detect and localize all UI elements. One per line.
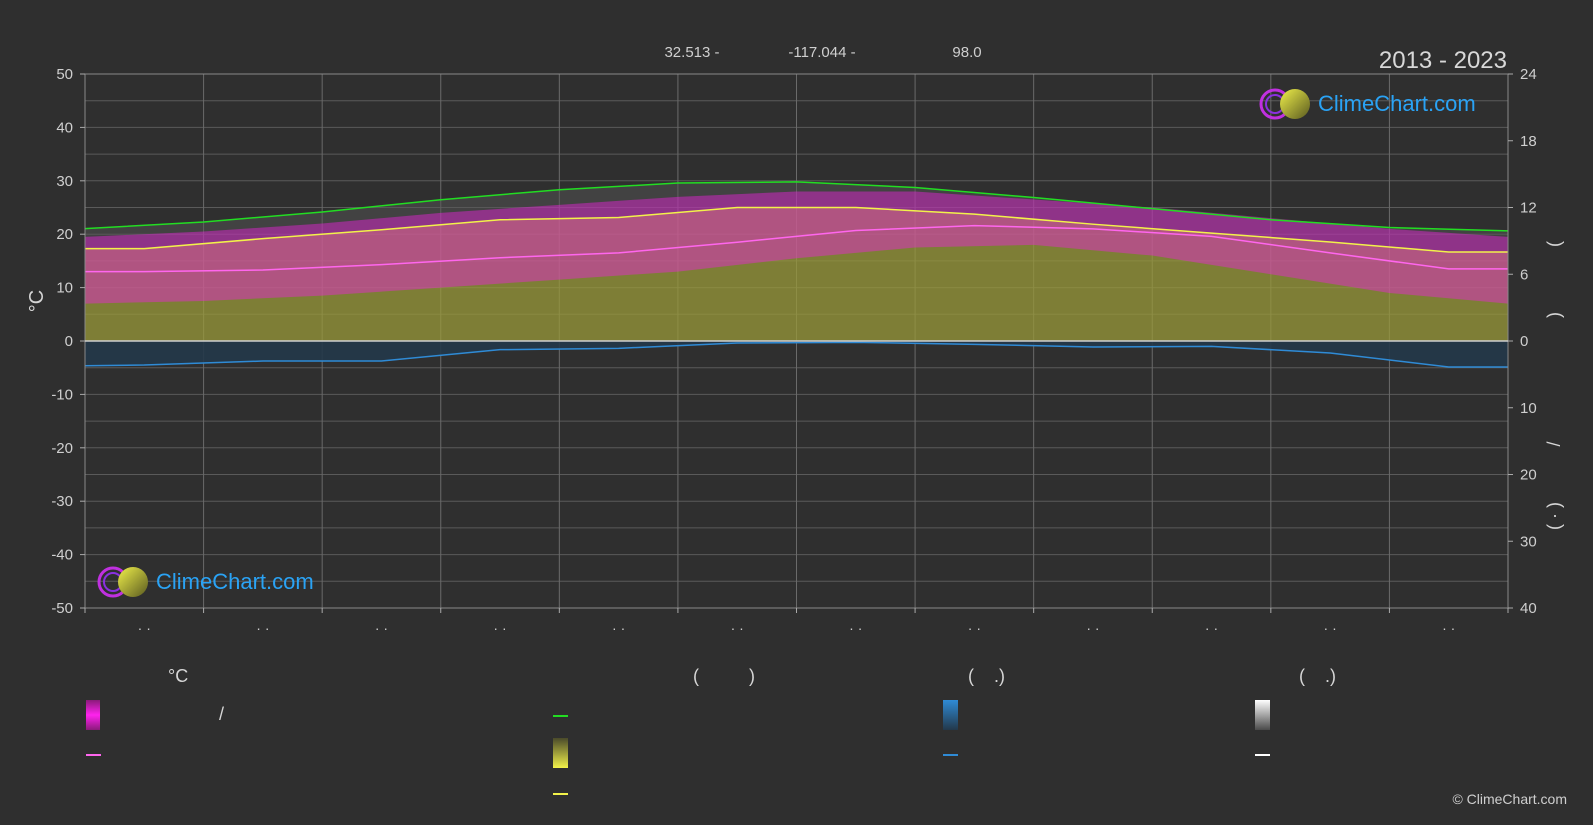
- y-tick-label-right-top: 12: [1520, 200, 1537, 217]
- sunshine-area: [85, 207, 1508, 341]
- x-tick-label: · ·: [256, 620, 269, 636]
- y-tick-label-right-bottom: 40: [1520, 600, 1537, 617]
- y-axis-label-right-bottom: /: [1544, 441, 1564, 446]
- legend-precip-line: [943, 754, 958, 756]
- x-tick-label: · ·: [1205, 620, 1218, 636]
- y-tick-label-right-bottom: 30: [1520, 533, 1537, 550]
- y-axis-label-right-top: ): [1544, 312, 1564, 318]
- legend-precip-head: ( .): [968, 666, 1005, 686]
- y-axis-label-right-bottom: ( · ): [1544, 502, 1564, 530]
- legend-daylight-head: ( ): [693, 666, 755, 686]
- logo-bottom: ClimeChart.com: [96, 565, 314, 599]
- y-tick-label-left: 0: [65, 333, 73, 350]
- y-tick-label-left: 20: [56, 226, 73, 243]
- x-tick-label: · ·: [1324, 620, 1337, 636]
- legend-sunshine-swatch: [553, 738, 568, 768]
- legend-snow-line: [1255, 754, 1270, 756]
- y-tick-label-left: 30: [56, 173, 73, 190]
- logo-top: ClimeChart.com: [1258, 87, 1476, 121]
- daylight-area: [85, 181, 1508, 252]
- y-tick-label-left: -20: [51, 440, 73, 457]
- legend-precip-swatch: [943, 700, 958, 730]
- precipitation-area: [85, 341, 1508, 368]
- series-line-sunshine: [85, 206, 1508, 253]
- legend-snow-head: ( .): [1299, 666, 1336, 686]
- y-axis-label-right-top: (: [1544, 241, 1564, 247]
- y-tick-label-right-top: 6: [1520, 266, 1528, 283]
- logo-text: ClimeChart.com: [156, 569, 314, 594]
- y-tick-label-left: -40: [51, 547, 73, 564]
- x-tick-label: · ·: [493, 620, 506, 636]
- elevation-label: 98.0: [952, 44, 981, 61]
- x-tick-label: · ·: [968, 620, 981, 636]
- legend-temp-sep: /: [219, 704, 225, 724]
- temperature-range-band: [85, 191, 1508, 304]
- series-lines: [84, 181, 1509, 368]
- legend-daylight-line: [553, 715, 568, 717]
- x-tick-label: · ·: [612, 620, 625, 636]
- climechart-logo-icon: [97, 566, 148, 598]
- chart-axes: 50 40 30 20 10 0 -10 -20 -30 -40 -50 24 18 12 6 0 10 20 30…: [51, 66, 1564, 636]
- series-line-precip: [84, 341, 1508, 368]
- data-bands: [85, 181, 1508, 368]
- legend-snow-swatch: [1255, 700, 1270, 730]
- copyright: © ClimeChart.com: [1452, 791, 1567, 807]
- y-tick-label-left: -10: [51, 386, 73, 403]
- logo-text: ClimeChart.com: [1318, 91, 1476, 116]
- series-line-temp-mean: [85, 224, 1508, 273]
- y-tick-label-left: 10: [56, 280, 73, 297]
- x-tick-label: · ·: [138, 620, 151, 636]
- y-axis-label-left: °C: [26, 290, 48, 312]
- period-label: 2013 - 2023: [1379, 47, 1507, 74]
- latitude-label: 32.513 -: [664, 44, 719, 61]
- climechart-logo-icon: [1259, 88, 1310, 120]
- y-tick-label-right-bottom: 10: [1520, 400, 1537, 417]
- series-line-daylight: [84, 181, 1509, 232]
- y-tick-label-right-bottom: 20: [1520, 467, 1537, 484]
- legend-temp-mean-line: [86, 754, 101, 756]
- x-tick-label: · ·: [731, 620, 744, 636]
- legend-temperature-head: °C: [168, 666, 189, 686]
- x-tick-label: · ·: [1442, 620, 1455, 636]
- y-tick-label-right-top: 24: [1520, 66, 1537, 83]
- y-tick-label-left: 40: [56, 119, 73, 136]
- x-tick-label: · ·: [375, 620, 388, 636]
- legend-temp-range-swatch: [86, 700, 100, 730]
- y-tick-label-left: -30: [51, 493, 73, 510]
- y-tick-label-right-top: 0: [1520, 333, 1528, 350]
- y-tick-label-left: -50: [51, 600, 73, 617]
- y-tick-label-left: 50: [56, 66, 73, 83]
- longitude-label: -117.044 -: [788, 44, 855, 61]
- y-tick-label-right-top: 18: [1520, 133, 1537, 150]
- legend-sunshine-line: [553, 793, 568, 795]
- x-tick-label: · ·: [849, 620, 862, 636]
- x-tick-label: · ·: [1086, 620, 1099, 636]
